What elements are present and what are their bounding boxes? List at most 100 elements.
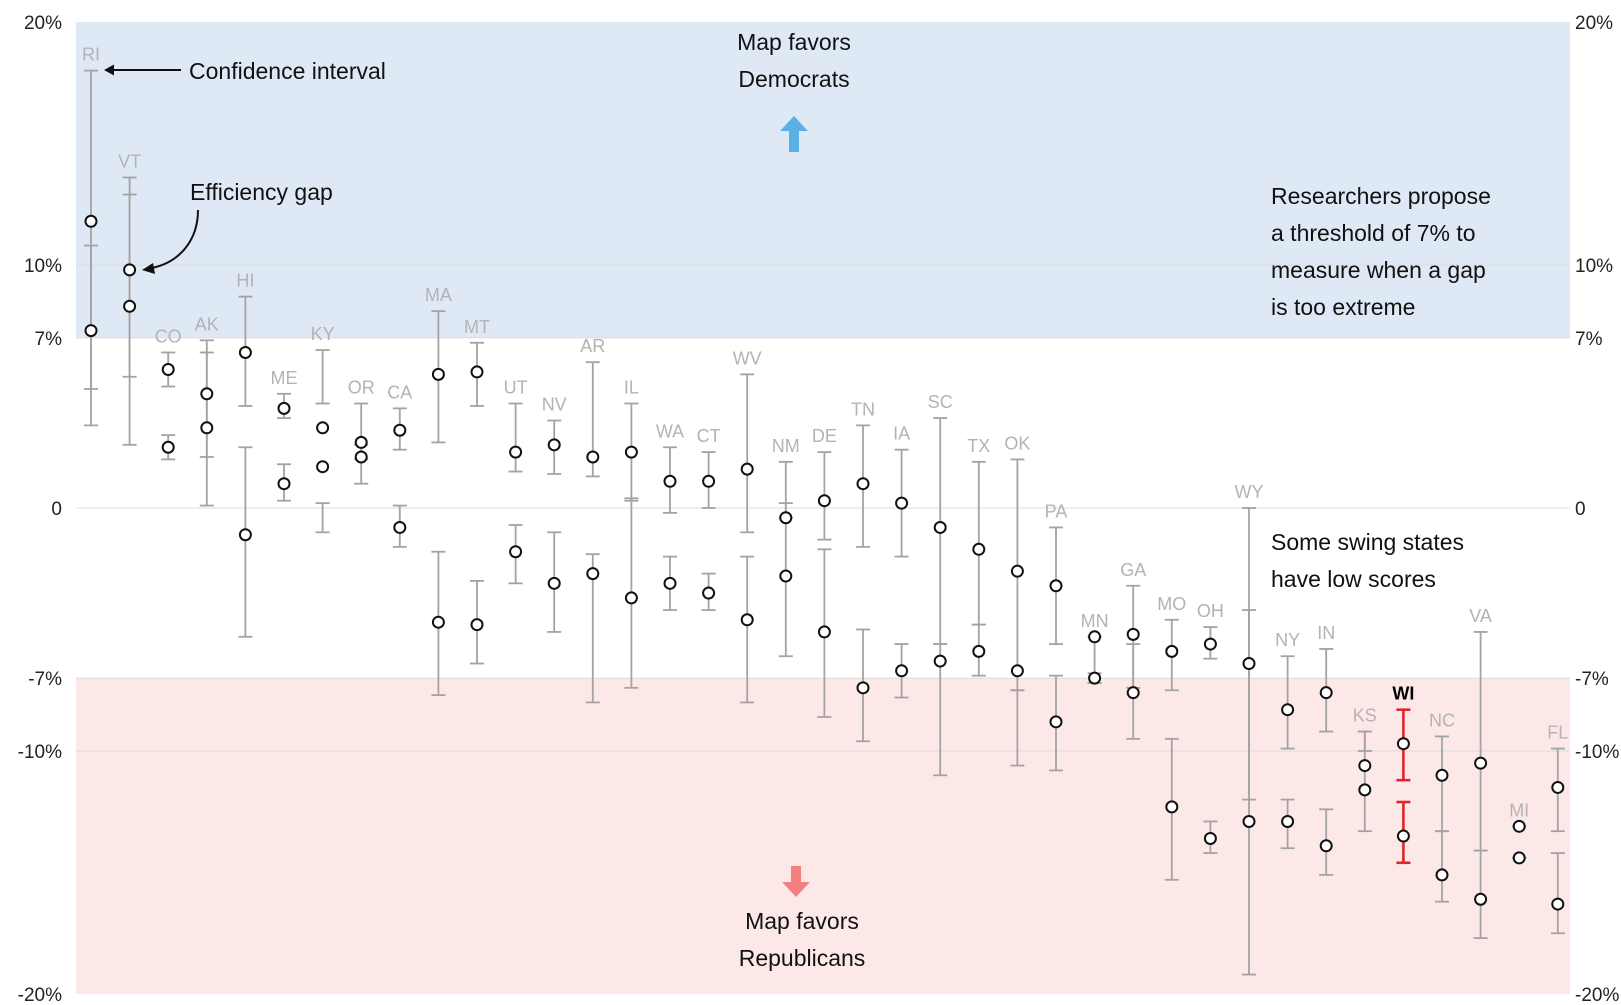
efficiency-gap-point <box>972 542 986 556</box>
state-group-ct: CT <box>697 426 721 611</box>
state-group-ia: IA <box>893 424 910 699</box>
y-axis-left: 20% 10% 7% 0 -7% -10% -20% <box>18 13 62 1005</box>
efficiency-gap-point <box>238 528 252 542</box>
y-tick-label: -20% <box>18 985 62 1005</box>
efficiency-gap-point <box>238 345 252 359</box>
favors-democrats-line-2: Democrats <box>738 66 849 92</box>
efficiency-gap-point <box>779 569 793 583</box>
efficiency-gap-point <box>1551 897 1565 911</box>
threshold-note-line-1: Researchers propose <box>1271 183 1491 209</box>
up-arrow-icon <box>780 116 808 152</box>
state-label: NV <box>542 395 567 415</box>
favors-republicans-annotation: Map favors Republicans <box>739 866 865 971</box>
efficiency-gap-point <box>1319 686 1333 700</box>
efficiency-gap-point <box>933 654 947 668</box>
efficiency-gap-point <box>1203 831 1217 845</box>
state-label: WI <box>1392 684 1414 704</box>
state-group-ut: UT <box>504 378 528 585</box>
state-group-ar: AR <box>580 336 605 704</box>
state-label: CO <box>155 326 182 346</box>
efficiency-gap-point <box>586 450 600 464</box>
state-label: RI <box>82 45 100 65</box>
efficiency-gap-point <box>1203 637 1217 651</box>
state-group-in: IN <box>1317 623 1335 876</box>
efficiency-gap-point <box>1474 756 1488 770</box>
state-group-wv: WV <box>733 348 762 704</box>
state-group-ks: KS <box>1353 706 1377 833</box>
efficiency-gap-point <box>1281 703 1295 717</box>
efficiency-gap-point <box>1049 715 1063 729</box>
state-group-ak: AK <box>195 314 219 507</box>
efficiency-gap-point <box>431 367 445 381</box>
state-group-vt: VT <box>118 152 141 446</box>
state-label: MA <box>425 285 452 305</box>
efficiency-gap-point <box>1010 564 1024 578</box>
state-label: AK <box>195 314 219 334</box>
favors-republicans-line-1: Map favors <box>745 908 859 934</box>
efficiency-gap-point <box>1319 839 1333 853</box>
state-label: NC <box>1429 710 1455 730</box>
state-label: CT <box>697 426 721 446</box>
efficiency-gap-point <box>277 477 291 491</box>
efficiency-gap-point <box>123 299 137 313</box>
efficiency-gap-point <box>624 591 638 605</box>
state-label: IA <box>893 424 910 444</box>
state-group-fl: FL <box>1547 723 1568 935</box>
threshold-note-line-2: a threshold of 7% to <box>1271 220 1476 246</box>
efficiency-gap-point <box>470 365 484 379</box>
state-label: UT <box>504 378 528 398</box>
y-tick-label: -20% <box>1575 985 1619 1005</box>
state-label: ME <box>271 368 298 388</box>
swing-states-note: Some swing states have low scores <box>1271 529 1464 592</box>
efficiency-gap-point <box>1396 737 1410 751</box>
state-label: KS <box>1353 706 1377 726</box>
efficiency-gap-point <box>856 477 870 491</box>
efficiency-gap-point <box>431 615 445 629</box>
efficiency-gap-point <box>933 520 947 534</box>
efficiency-gap-point <box>1358 783 1372 797</box>
efficiency-gap-point <box>200 387 214 401</box>
efficiency-gap-point <box>84 214 98 228</box>
efficiency-gap-point <box>1165 800 1179 814</box>
state-group-ny: NY <box>1275 630 1300 850</box>
state-label: MN <box>1081 611 1109 631</box>
efficiency-gap-point <box>740 613 754 627</box>
efficiency-gap-point <box>277 401 291 415</box>
state-label: GA <box>1120 560 1146 580</box>
efficiency-gap-point <box>354 435 368 449</box>
gridlines <box>76 264 1570 752</box>
efficiency-gap-point <box>1358 759 1372 773</box>
y-axis-right: 20% 10% 7% 0 -7% -10% -20% <box>1575 13 1619 1005</box>
favors-democrats-line-1: Map favors <box>737 29 851 55</box>
state-group-nv: NV <box>542 395 567 633</box>
threshold-note-line-3: measure when a gap <box>1271 257 1486 283</box>
state-label: MO <box>1157 594 1186 614</box>
efficiency-gap-point <box>1088 671 1102 685</box>
efficiency-gap-point <box>663 474 677 488</box>
efficiency-gap-point <box>1435 768 1449 782</box>
state-label: WA <box>656 421 684 441</box>
efficiency-gap-point <box>817 494 831 508</box>
state-group-mn: MN <box>1081 611 1109 685</box>
confidence-interval-label: Confidence interval <box>189 58 386 84</box>
y-tick-label: 0 <box>1575 499 1586 520</box>
state-group-ri: RI <box>82 45 100 427</box>
down-arrow-icon <box>782 866 810 897</box>
efficiency-gap-point <box>84 324 98 338</box>
efficiency-gap-point <box>316 460 330 474</box>
state-group-oh: OH <box>1197 601 1224 854</box>
threshold-note: Researchers propose a threshold of 7% to… <box>1271 183 1491 320</box>
efficiency-gap-point <box>1435 868 1449 882</box>
state-label: VA <box>1469 606 1492 626</box>
state-label: IL <box>624 378 639 398</box>
y-tick-label: 20% <box>24 13 62 34</box>
efficiency-gap-point <box>895 664 909 678</box>
y-tick-label: -10% <box>18 742 62 763</box>
state-group-sc: SC <box>928 392 953 777</box>
efficiency-gap-point <box>779 511 793 525</box>
y-tick-label: -7% <box>1575 669 1609 690</box>
favors-democrats-band <box>76 22 1570 338</box>
state-group-ca: CA <box>387 382 412 548</box>
state-label: TX <box>967 436 990 456</box>
state-label: IN <box>1317 623 1335 643</box>
